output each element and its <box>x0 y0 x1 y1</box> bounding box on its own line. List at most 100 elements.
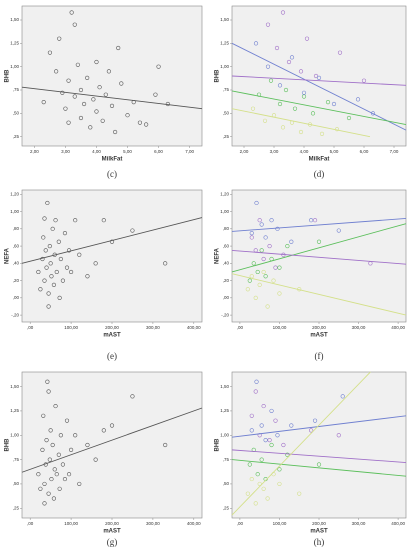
point <box>308 218 314 223</box>
y-tick-label: ,20 <box>223 278 230 283</box>
point <box>253 389 258 394</box>
point <box>263 438 268 443</box>
fit-line <box>231 249 407 265</box>
x-axis-title: mAST <box>103 333 121 339</box>
point <box>257 218 262 223</box>
point <box>277 83 283 88</box>
point <box>42 481 47 487</box>
y-tick-label: ,50 <box>13 111 20 116</box>
x-tick-label: 400,00 <box>187 521 201 526</box>
point <box>277 481 282 487</box>
point <box>52 467 57 472</box>
y-tick-label: 1,25 <box>10 408 19 413</box>
point <box>346 115 352 121</box>
point <box>267 438 272 443</box>
x-tick-label: 2,00 <box>30 149 39 154</box>
point <box>289 239 294 244</box>
point <box>268 78 274 83</box>
fit-line <box>21 86 203 110</box>
point <box>263 274 268 279</box>
x-tick-label: 4,00 <box>92 149 101 154</box>
x-tick-label: 100,00 <box>64 521 78 526</box>
point <box>94 109 99 114</box>
x-tick-label: 2,00 <box>240 149 249 154</box>
x-tick-label: ,00 <box>27 325 34 330</box>
y-tick-label: 1,50 <box>220 17 229 22</box>
x-tick-label: 400,00 <box>391 325 405 330</box>
point <box>58 433 63 438</box>
point <box>156 64 161 69</box>
fit-line <box>231 223 407 273</box>
point <box>46 491 51 496</box>
x-axis-title: mAST <box>103 529 121 535</box>
point <box>72 22 77 27</box>
point <box>109 103 115 108</box>
point <box>337 50 343 55</box>
point <box>68 447 74 452</box>
point <box>40 447 45 452</box>
point <box>64 265 70 270</box>
point <box>85 75 90 80</box>
point <box>64 418 70 423</box>
plot-area <box>21 371 203 519</box>
point <box>283 87 289 93</box>
point <box>316 75 322 80</box>
x-tick-label: ,00 <box>237 521 244 526</box>
point <box>286 59 292 65</box>
x-tick-label: 6,00 <box>154 149 163 154</box>
point <box>75 62 80 67</box>
point <box>119 81 124 86</box>
point <box>249 413 254 418</box>
point <box>249 476 254 482</box>
point <box>66 78 71 83</box>
point <box>93 261 98 266</box>
y-tick-label: ,20 <box>13 278 20 283</box>
point <box>273 265 278 270</box>
point <box>277 265 282 270</box>
point <box>66 120 71 125</box>
y-tick-label: 1,25 <box>10 41 19 46</box>
point <box>257 481 262 487</box>
point <box>262 118 268 123</box>
point <box>254 200 259 206</box>
y-tick-label: ,25 <box>223 134 230 139</box>
point <box>313 73 319 79</box>
y-tick-label: 1,25 <box>220 408 229 413</box>
panel-label: (g) <box>107 537 118 547</box>
y-tick-label: 1,20 <box>220 192 229 197</box>
point <box>253 41 259 46</box>
y-tick-label: -,20 <box>221 312 229 317</box>
point <box>319 131 325 136</box>
point <box>247 462 252 467</box>
point <box>316 462 322 467</box>
y-tick-label: ,75 <box>223 457 230 462</box>
point <box>308 428 314 433</box>
point <box>46 304 51 309</box>
x-tick-label: 200,00 <box>105 521 119 526</box>
point <box>325 100 331 105</box>
point <box>53 403 58 409</box>
point <box>46 389 51 394</box>
point <box>261 269 266 275</box>
x-tick-label: 200,00 <box>312 325 326 330</box>
fit-line <box>231 459 407 477</box>
panel-label: (e) <box>107 351 117 361</box>
y-tick-label: 1,00 <box>10 64 19 69</box>
point <box>269 218 274 223</box>
panel-label: (d) <box>314 169 325 179</box>
point <box>68 269 74 275</box>
point <box>78 87 84 93</box>
fit-line <box>231 273 407 316</box>
y-tick-label: 1,50 <box>10 17 19 22</box>
y-tick-label: 1,00 <box>220 209 229 214</box>
point <box>103 92 108 97</box>
y-tick-label: ,60 <box>13 243 20 248</box>
x-tick-label: 5,00 <box>330 149 339 154</box>
point <box>46 291 51 296</box>
point <box>41 413 46 418</box>
point <box>255 472 260 477</box>
point <box>66 248 72 253</box>
point <box>36 472 41 477</box>
point <box>301 90 307 95</box>
point <box>44 438 49 443</box>
